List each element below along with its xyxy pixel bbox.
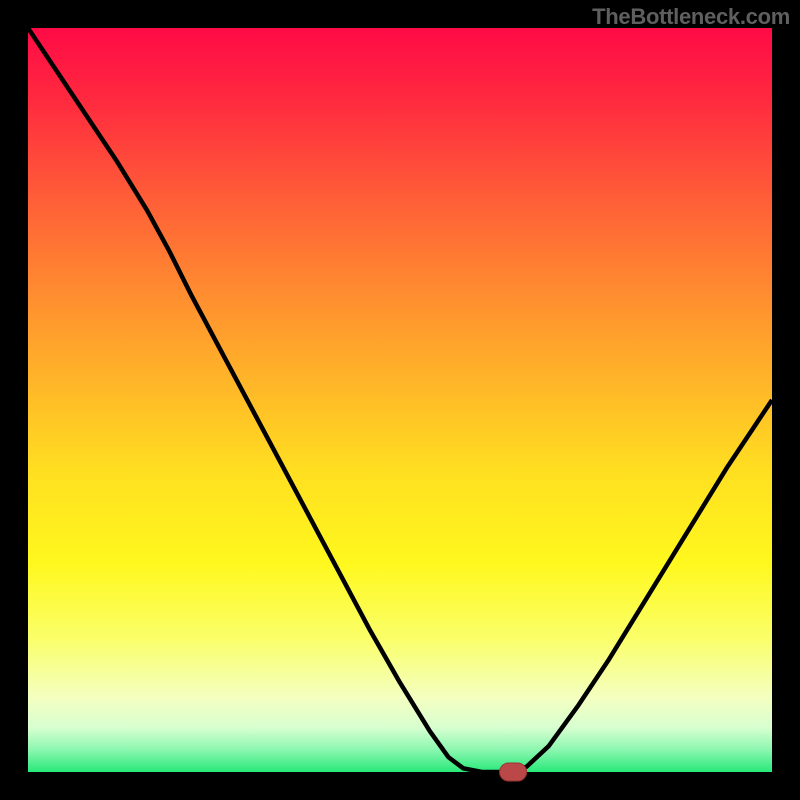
attribution-watermark: TheBottleneck.com: [592, 4, 790, 30]
chart-svg: [0, 0, 800, 800]
plot-background: [28, 28, 772, 772]
optimal-point-marker: [500, 763, 527, 781]
bottleneck-chart: TheBottleneck.com: [0, 0, 800, 800]
